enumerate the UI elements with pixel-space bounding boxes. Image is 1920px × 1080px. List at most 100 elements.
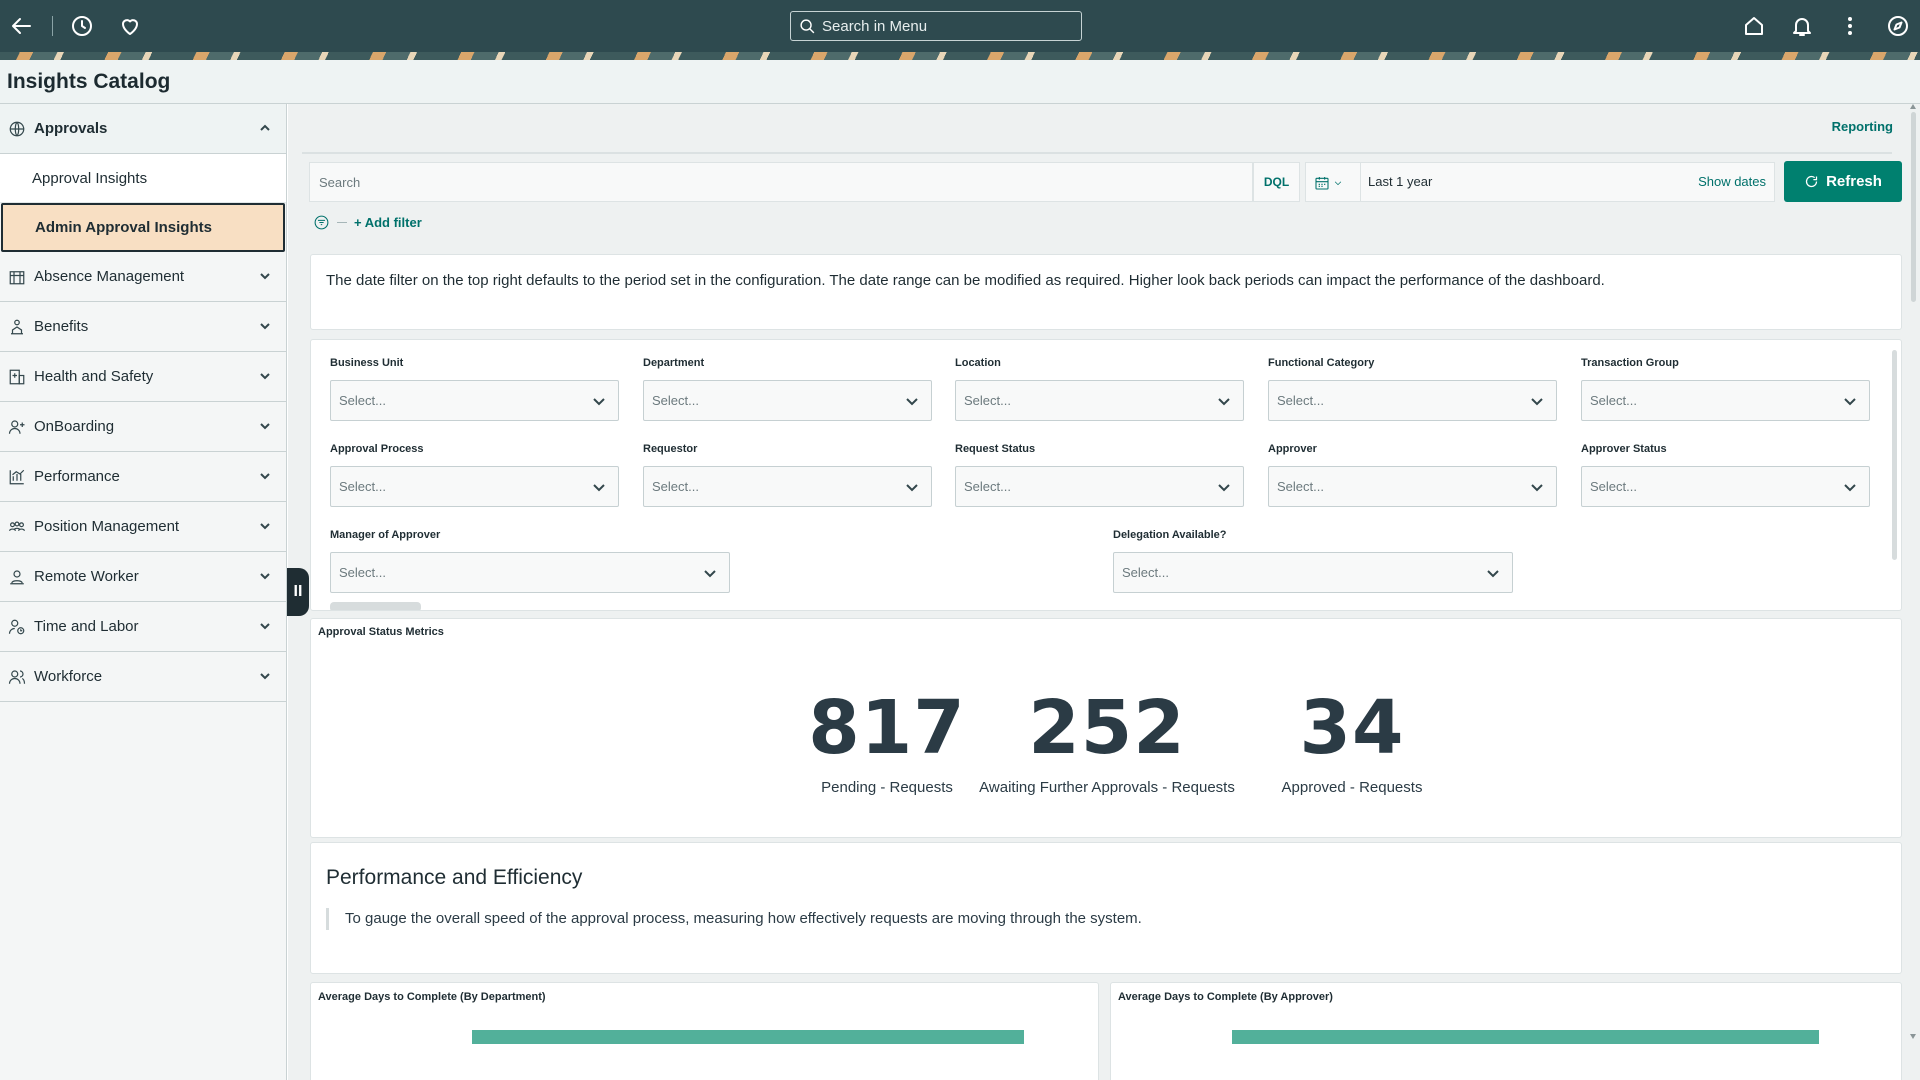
manager-of-approver-select[interactable]: Select... xyxy=(330,552,730,593)
sidebar-item-benefits[interactable]: Benefits xyxy=(0,302,286,352)
home-icon[interactable] xyxy=(1739,11,1769,41)
department-select[interactable]: Select... xyxy=(643,380,932,421)
sidebar-item-remote-worker[interactable]: Remote Worker xyxy=(0,552,286,602)
refresh-button[interactable]: Refresh xyxy=(1784,161,1902,202)
divider xyxy=(337,221,347,223)
location-select[interactable]: Select... xyxy=(955,380,1244,421)
chevron-down-icon xyxy=(906,484,918,492)
refresh-label: Refresh xyxy=(1826,173,1882,190)
chevron-down-icon xyxy=(258,269,272,283)
filter-label-delegation-available: Delegation Available? xyxy=(1113,529,1227,541)
time-range-picker[interactable]: Last 1 year Show dates xyxy=(1305,162,1775,202)
chart-bar[interactable] xyxy=(1232,1030,1819,1044)
bell-icon[interactable] xyxy=(1787,11,1817,41)
sidebar-item-position-management[interactable]: Position Management xyxy=(0,502,286,552)
notice-text: The date filter on the top right default… xyxy=(326,272,1605,289)
chevron-down-icon xyxy=(1218,484,1230,492)
business-unit-select[interactable]: Select... xyxy=(330,380,619,421)
select-placeholder: Select... xyxy=(1590,393,1637,408)
sidebar-item-label: Health and Safety xyxy=(34,368,154,385)
person-location-icon xyxy=(8,568,26,586)
select-placeholder: Select... xyxy=(339,479,386,494)
sidebar-item-label: Workforce xyxy=(34,668,103,685)
heart-icon[interactable] xyxy=(115,11,145,41)
select-placeholder: Select... xyxy=(339,393,386,408)
people-group-icon xyxy=(8,518,26,536)
select-placeholder: Select... xyxy=(964,479,1011,494)
chart-title: Average Days to Complete (By Department) xyxy=(318,991,546,1003)
chevron-down-icon xyxy=(258,669,272,683)
approver-status-select[interactable]: Select... xyxy=(1581,466,1870,507)
compass-icon[interactable] xyxy=(1883,11,1913,41)
sidebar-resize-handle[interactable]: II xyxy=(287,568,309,616)
add-filter-link[interactable]: + Add filter xyxy=(354,214,422,230)
metric-value: 817 xyxy=(808,685,966,771)
filter-label-department: Department xyxy=(643,357,705,369)
dql-toggle-button[interactable]: DQL xyxy=(1253,162,1300,202)
sidebar-item-label: Position Management xyxy=(34,518,180,535)
transaction-group-select[interactable]: Select... xyxy=(1581,380,1870,421)
metrics-title: Approval Status Metrics xyxy=(318,626,444,638)
delegation-available-select[interactable]: Select... xyxy=(1113,552,1513,593)
chevron-down-icon xyxy=(258,519,272,533)
dashboard-search-input[interactable]: Search xyxy=(309,162,1253,202)
filter-panel: Business Unit Select... Department Selec… xyxy=(310,339,1902,611)
sidebar-subitem-label: Admin Approval Insights xyxy=(35,219,212,236)
chevron-down-icon xyxy=(593,398,605,406)
reporting-link[interactable]: Reporting xyxy=(1831,119,1893,134)
sidebar-item-time-and-labor[interactable]: Time and Labor xyxy=(0,602,286,652)
sidebar-item-health-and-safety[interactable]: Health and Safety xyxy=(0,352,286,402)
page-vertical-scrollbar[interactable] xyxy=(1911,112,1916,302)
vertical-scrollbar[interactable] xyxy=(1892,350,1897,560)
chevron-down-icon xyxy=(1218,398,1230,406)
chevron-down-icon xyxy=(258,419,272,433)
filter-label-approver-status: Approver Status xyxy=(1581,443,1667,455)
horizontal-scrollbar[interactable] xyxy=(330,602,421,610)
filter-icon[interactable] xyxy=(313,214,330,231)
request-status-select[interactable]: Select... xyxy=(955,466,1244,507)
more-vertical-icon[interactable] xyxy=(1835,11,1865,41)
history-icon[interactable] xyxy=(67,11,97,41)
select-placeholder: Select... xyxy=(1277,479,1324,494)
metric-value: 34 xyxy=(1299,685,1405,771)
select-placeholder: Select... xyxy=(1122,565,1169,580)
sidebar-item-workforce[interactable]: Workforce xyxy=(0,652,286,702)
chevron-down-icon xyxy=(1334,181,1342,186)
requestor-select[interactable]: Select... xyxy=(643,466,932,507)
person-benefit-icon xyxy=(8,318,26,336)
sidebar-subitem-label: Approval Insights xyxy=(32,169,148,187)
search-icon xyxy=(800,18,815,33)
filter-label-approval-process: Approval Process xyxy=(330,443,424,455)
top-navigation-bar: Search in Menu xyxy=(0,0,1920,52)
scroll-up-arrow-icon[interactable] xyxy=(1910,104,1916,109)
metric-label: Pending - Requests xyxy=(821,779,953,796)
calendar-icon xyxy=(1315,177,1329,190)
health-building-icon xyxy=(8,368,26,386)
chart-bar[interactable] xyxy=(472,1030,1024,1044)
chevron-down-icon xyxy=(1844,398,1856,406)
sidebar-item-performance[interactable]: Performance xyxy=(0,452,286,502)
select-placeholder: Select... xyxy=(1590,479,1637,494)
globe-icon xyxy=(8,120,26,138)
page-title: Insights Catalog xyxy=(7,70,171,93)
sidebar-item-onboarding[interactable]: OnBoarding xyxy=(0,402,286,452)
menu-search-input[interactable]: Search in Menu xyxy=(790,11,1082,41)
date-range-value[interactable]: Last 1 year xyxy=(1368,174,1433,189)
sidebar-subitem-approval-insights[interactable]: Approval Insights xyxy=(0,154,286,203)
sidebar-item-approvals[interactable]: Approvals xyxy=(0,104,286,154)
approver-select[interactable]: Select... xyxy=(1268,466,1557,507)
show-dates-link[interactable]: Show dates xyxy=(1698,174,1766,189)
chevron-down-icon xyxy=(1487,570,1499,578)
divider xyxy=(302,152,1892,154)
performance-efficiency-card: Performance and Efficiency To gauge the … xyxy=(310,842,1902,974)
sidebar-item-absence-management[interactable]: Absence Management xyxy=(0,252,286,302)
select-placeholder: Select... xyxy=(339,565,386,580)
approval-process-select[interactable]: Select... xyxy=(330,466,619,507)
filter-bar: + Add filter xyxy=(313,212,422,232)
sidebar-subitem-admin-approval-insights[interactable]: Admin Approval Insights xyxy=(1,203,285,252)
scroll-down-arrow-icon[interactable] xyxy=(1910,1034,1916,1039)
calendar-dropdown-button[interactable] xyxy=(1314,174,1348,192)
back-arrow-icon[interactable] xyxy=(7,11,37,41)
sidebar-item-label: Performance xyxy=(34,468,120,485)
functional-category-select[interactable]: Select... xyxy=(1268,380,1557,421)
